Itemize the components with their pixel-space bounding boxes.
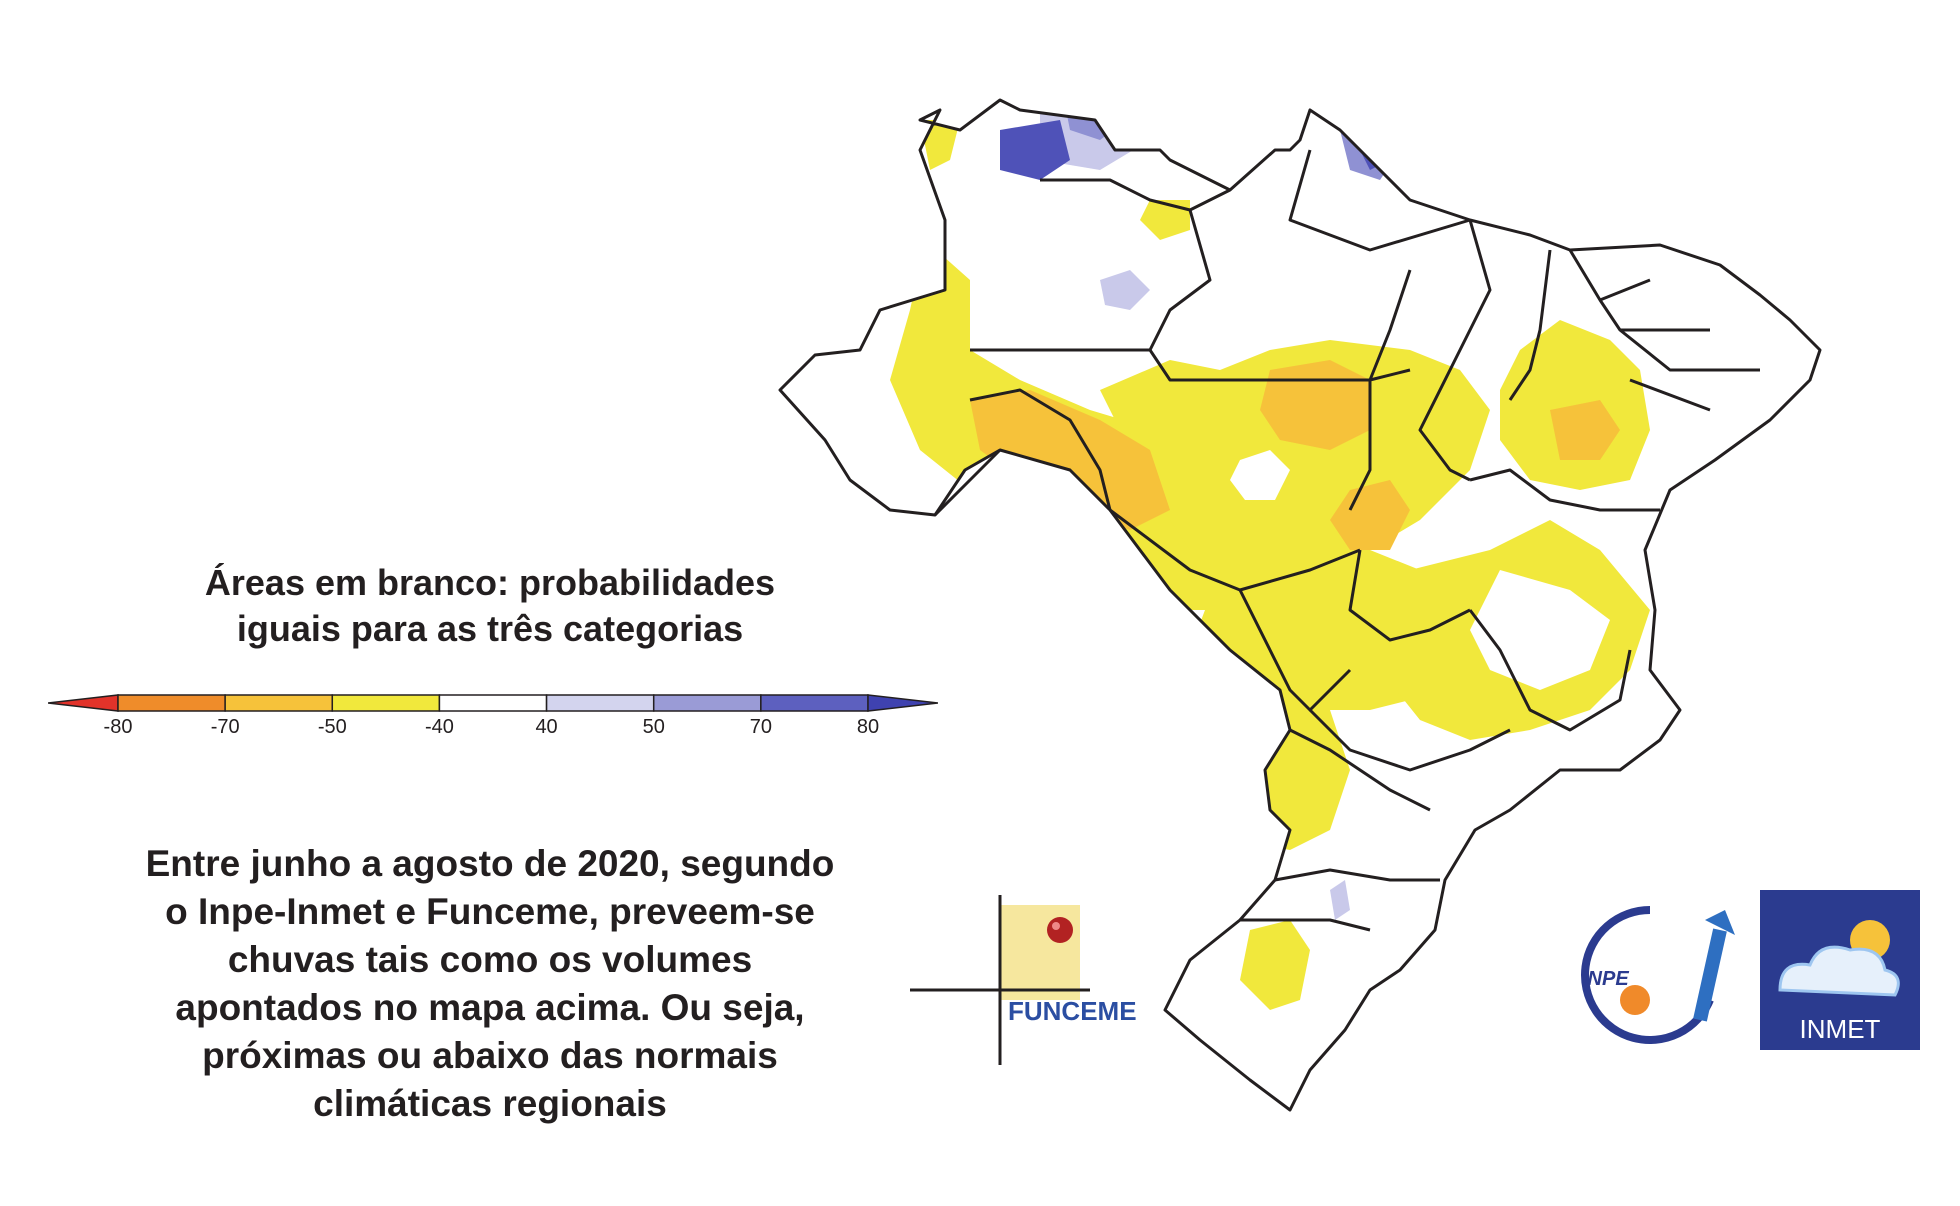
amazonas-para-border <box>970 178 1212 352</box>
inmet-logo-cloud <box>1778 945 1900 997</box>
color-scale-ticks: -80 -70 -50 -40 40 50 70 80 <box>104 716 880 738</box>
northeast-borders <box>1568 249 1760 412</box>
color-scale-tick-label: -70 <box>211 716 240 738</box>
mato-grosso-do-sul-border <box>1238 589 1352 712</box>
funceme-logo-dot <box>1047 917 1073 943</box>
state-borders <box>778 98 1822 1112</box>
color-scale-segments <box>48 694 938 712</box>
inmet-logo-text: INMET <box>1800 1014 1881 1044</box>
funceme-logo: FUNCEME <box>910 895 1137 1065</box>
light-blue-area-santa-catarina <box>1330 880 1350 920</box>
legend-caption-line1: Áreas em branco: probabilidades <box>204 562 776 603</box>
inpe-logo-orange-dot <box>1620 985 1650 1015</box>
description-line: o Inpe-Inmet e Funceme, preveem-se <box>165 891 815 932</box>
inmet-logo: INMET <box>1760 890 1920 1050</box>
color-scale-legend: -80 -70 -50 -40 40 50 70 80 <box>48 694 938 738</box>
color-scale-tick-label: -40 <box>425 716 454 738</box>
parana-border <box>1289 728 1431 812</box>
description-line: próximas ou abaixo das normais <box>202 1035 778 1076</box>
description-line: chuvas tais como os volumes <box>227 939 753 980</box>
orange-area-mato-grosso <box>1260 360 1370 450</box>
country-border <box>778 98 1822 1112</box>
color-scale-segment <box>652 694 762 712</box>
description-line: apontados no mapa acima. Ou seja, <box>175 987 805 1028</box>
yellow-area-far-south <box>1240 920 1310 1010</box>
color-scale-arrow-right <box>867 694 938 712</box>
brazil-precipitation-map <box>778 98 1822 1112</box>
color-scale-segment <box>117 694 226 712</box>
light-blue-area-amazonas <box>1100 270 1150 310</box>
inpe-logo-text: INPE <box>1582 968 1629 990</box>
legend-caption: Áreas em branco: probabilidades iguais p… <box>120 560 860 652</box>
minas-border <box>1468 609 1632 732</box>
rio-grande-do-sul-border <box>1240 918 1371 932</box>
color-scale-segment <box>224 694 334 712</box>
para-border <box>1189 149 1471 252</box>
forecast-description: Entre junho a agosto de 2020, segundo o … <box>80 840 900 1128</box>
inpe-logo-arrow-shaft <box>1693 928 1727 1022</box>
inpe-logo-circle <box>1581 906 1714 1044</box>
description-line: climáticas regionais <box>313 1083 667 1124</box>
color-scale-tick-label: -50 <box>318 716 347 738</box>
bahia-border <box>1469 468 1660 512</box>
maranhao-border <box>1418 219 1492 482</box>
funceme-logo-dot-highlight <box>1052 922 1060 930</box>
description-line: Entre junho a agosto de 2020, segundo <box>145 843 835 884</box>
orange-area-rondonia <box>970 390 1170 530</box>
para-mato-grosso-border <box>1148 349 1411 382</box>
orange-area-goias <box>1330 480 1410 550</box>
color-scale-arrow-left <box>48 694 119 712</box>
color-scale-tick-label: -80 <box>104 716 133 738</box>
white-gap-mato-grosso <box>1230 450 1290 500</box>
color-scale-segment <box>545 694 655 712</box>
color-scale-tick-label: 80 <box>857 716 879 738</box>
orange-area-bahia <box>1550 400 1620 460</box>
goias-border <box>1348 549 1471 642</box>
color-scale-tick-label: 70 <box>750 716 772 738</box>
color-scale-tick-label: 50 <box>643 716 665 738</box>
color-scale-tick-label: 40 <box>535 716 557 738</box>
dark-blue-area-amazonas <box>1000 120 1070 180</box>
piaui-border <box>1508 249 1552 401</box>
color-scale-segment <box>331 694 441 712</box>
sao-paulo-border <box>1308 708 1511 772</box>
funceme-logo-text: FUNCEME <box>1008 996 1137 1026</box>
tocantins-border <box>1348 269 1412 511</box>
color-scale-segment <box>438 694 548 712</box>
yellow-area-roraima <box>1140 200 1190 240</box>
rondonia-border <box>933 388 1112 517</box>
legend-caption-line2: iguais para as três categorias <box>236 608 744 649</box>
inpe-logo-arrow-head <box>1705 910 1735 935</box>
funceme-logo-square <box>1000 905 1080 1000</box>
santa-catarina-border <box>1274 868 1440 882</box>
inpe-logo: INPE <box>1581 906 1735 1044</box>
